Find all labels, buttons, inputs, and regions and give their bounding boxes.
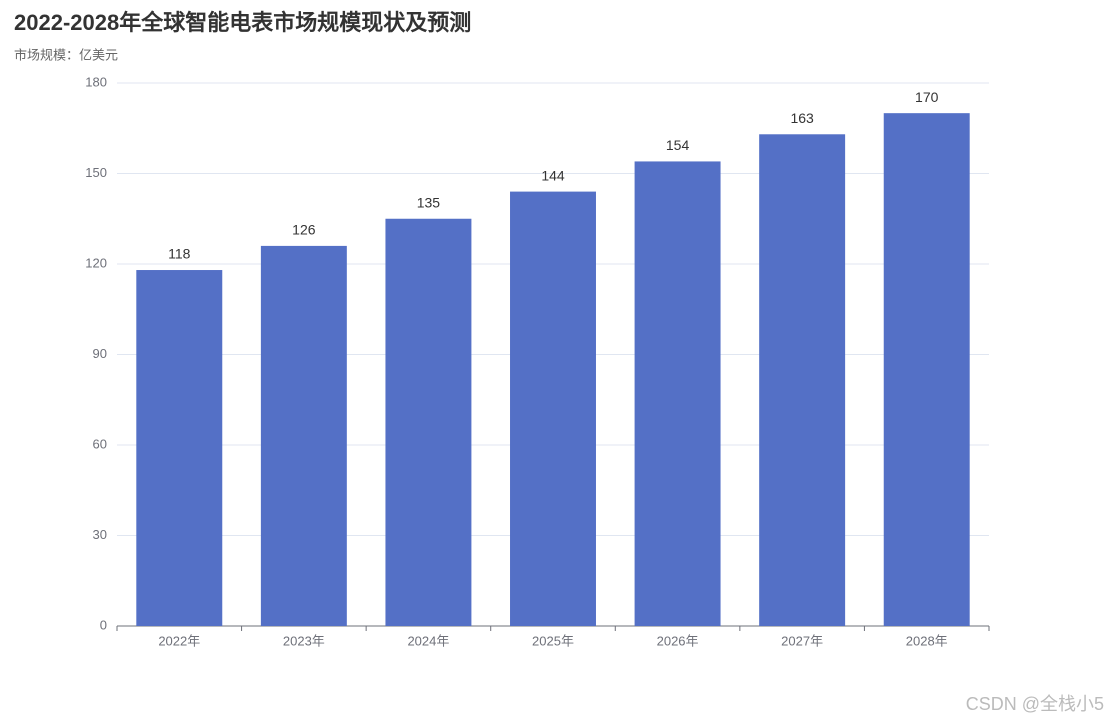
x-tick-label: 2027年 bbox=[781, 633, 823, 648]
x-tick-label: 2022年 bbox=[158, 633, 200, 648]
bar bbox=[510, 191, 596, 626]
value-label: 135 bbox=[417, 194, 441, 210]
y-tick-label: 30 bbox=[93, 527, 107, 542]
value-label: 144 bbox=[541, 167, 565, 183]
bar bbox=[260, 245, 347, 626]
value-label: 170 bbox=[915, 89, 939, 105]
bar bbox=[883, 113, 970, 626]
value-label: 126 bbox=[292, 222, 316, 238]
bar bbox=[759, 134, 846, 627]
y-tick-label: 120 bbox=[85, 255, 107, 270]
chart-subtitle: 市场规模：亿美元 bbox=[14, 47, 118, 62]
bar bbox=[634, 161, 721, 626]
x-tick-label: 2026年 bbox=[657, 633, 699, 648]
y-tick-label: 0 bbox=[100, 617, 107, 632]
x-tick-label: 2024年 bbox=[407, 633, 449, 648]
value-label: 118 bbox=[168, 246, 191, 262]
value-label: 154 bbox=[666, 137, 690, 153]
bar bbox=[136, 270, 223, 626]
watermark: CSDN @全栈小5 bbox=[966, 694, 1104, 714]
y-tick-label: 90 bbox=[93, 346, 107, 361]
chart-title: 2022-2028年全球智能电表市场规模现状及预测 bbox=[14, 10, 471, 35]
y-tick-label: 150 bbox=[85, 165, 107, 180]
x-tick-label: 2025年 bbox=[532, 633, 574, 648]
y-tick-label: 180 bbox=[85, 74, 107, 89]
x-tick-label: 2023年 bbox=[283, 633, 325, 648]
x-tick-label: 2028年 bbox=[906, 633, 948, 648]
y-tick-label: 60 bbox=[93, 436, 107, 451]
value-label: 163 bbox=[790, 110, 814, 126]
bar bbox=[385, 218, 472, 626]
